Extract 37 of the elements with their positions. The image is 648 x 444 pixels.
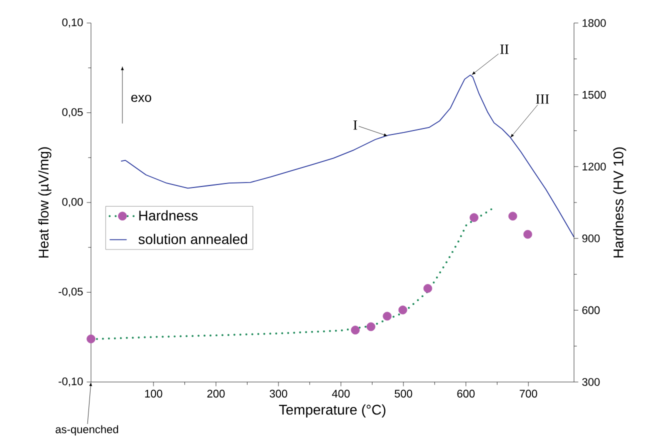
y2-tick-label: 900 [582,234,600,242]
point [523,230,532,239]
legend-label: Hardness [139,210,198,221]
x-tick-label: 400 [332,390,350,398]
x-tick-label: 700 [520,390,538,398]
annotation: III [536,94,549,104]
y2-tick-label: 1500 [582,90,606,99]
y-tick-label: 0,05 [62,108,83,118]
y2-tick-label: 1800 [582,19,606,27]
y2-tick-label: 600 [582,306,600,314]
point [350,326,360,334]
point [86,334,96,344]
y2-axis-title: Hardness (HV 10) [613,147,626,258]
point [366,322,376,332]
annotation: exo [131,94,152,102]
y-axis-title: Heat flow (µV/mg) [38,147,52,258]
y-tick-label: -0,05 [58,288,83,297]
x-tick-label: 600 [457,390,475,398]
text: as-quenched [56,425,118,436]
x-tick-label: 500 [394,390,412,398]
point [423,284,432,293]
y-tick-label: 0,10 [62,18,83,28]
point [398,306,408,314]
y-tick-label: -0,10 [58,377,83,387]
annotation: I [353,120,358,130]
x-tick-label: 100 [145,390,162,398]
point [382,312,392,321]
point [470,213,478,222]
point [508,212,518,221]
x-tick-label: 300 [270,390,288,398]
legend-label: solution annealed [138,234,247,244]
y-tick-label: 0,00 [62,198,83,208]
annotation: II [500,44,509,54]
x-axis-title: Temperature (°C) [279,404,386,418]
x-tick-label: 200 [207,390,225,398]
y2-tick-label: 300 [582,378,600,386]
y2-tick-label: 1200 [582,162,606,170]
